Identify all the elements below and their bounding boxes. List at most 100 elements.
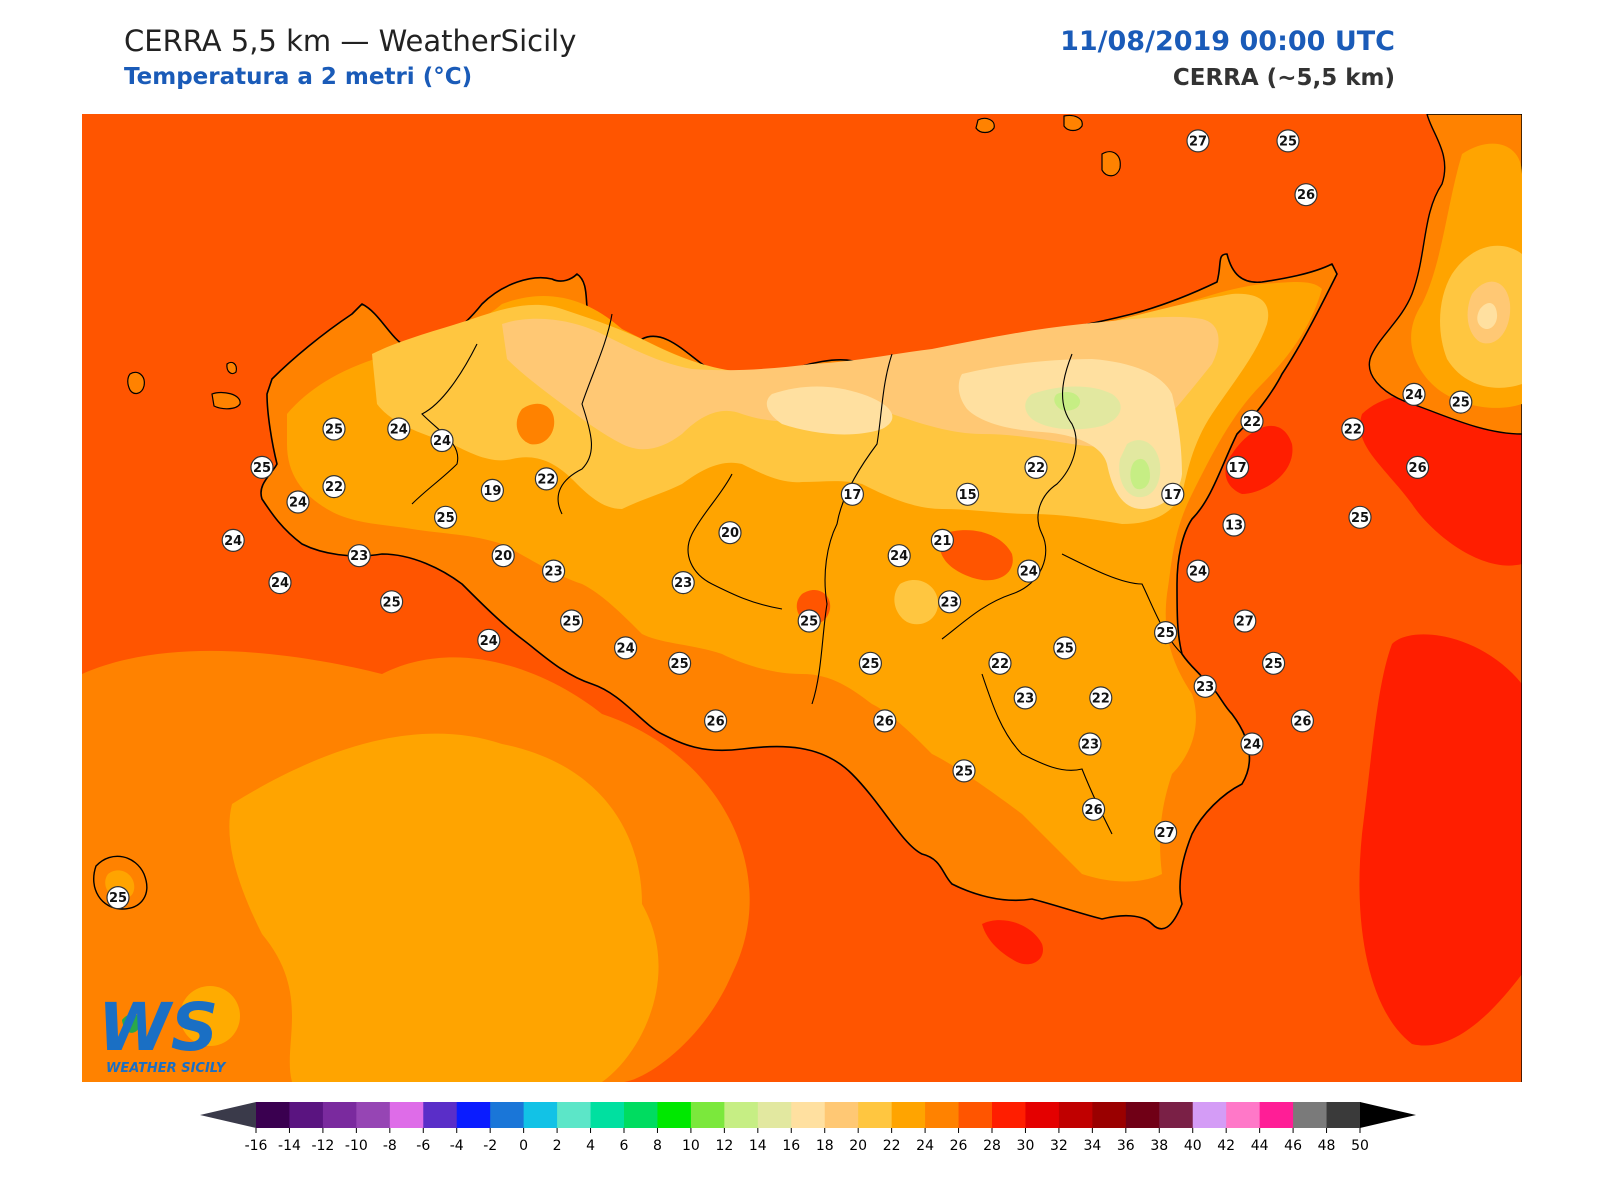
station-marker: 17 <box>1161 482 1185 506</box>
island-salina <box>1063 114 1083 132</box>
logo-leaf <box>122 1013 141 1033</box>
colorbar-cell <box>1159 1102 1194 1128</box>
colorbar-tick-label: 2 <box>553 1138 562 1154</box>
station-value: 17 <box>1229 461 1247 476</box>
colorbar-tick-label: 26 <box>950 1138 968 1154</box>
station-value: 24 <box>390 423 408 438</box>
station-value: 25 <box>1157 626 1175 641</box>
station-marker: 25 <box>952 759 976 783</box>
station-marker: 23 <box>671 571 695 595</box>
station-circle <box>221 528 245 552</box>
station-circle <box>534 467 558 491</box>
station-value: 23 <box>674 576 692 591</box>
station-value: 23 <box>1196 680 1214 695</box>
colorbar-cell <box>423 1102 458 1128</box>
station-marker: 25 <box>1348 505 1372 529</box>
station-value: 22 <box>325 480 343 495</box>
station-value: 27 <box>1157 826 1175 841</box>
station-marker: 24 <box>1186 559 1210 583</box>
colorbar-tick-label: 46 <box>1284 1138 1302 1154</box>
station-circle <box>1186 559 1210 583</box>
station-value: 21 <box>933 534 951 549</box>
station-marker: 23 <box>542 559 566 583</box>
station-circle <box>380 590 404 614</box>
colorbar-cell <box>389 1102 424 1128</box>
colorbar-tick-label: 48 <box>1318 1138 1336 1154</box>
station-value: 17 <box>1164 488 1182 503</box>
station-value: 24 <box>1189 565 1207 580</box>
colorbar-tick-label: 30 <box>1017 1138 1035 1154</box>
station-marker: 26 <box>873 709 897 733</box>
sicily-cool-pocket-centre <box>894 580 939 625</box>
colorbar-tick-label: 42 <box>1217 1138 1235 1154</box>
station-marker: 25 <box>250 455 274 479</box>
station-circle <box>1161 482 1185 506</box>
station-value: 25 <box>1452 396 1470 411</box>
colorbar-cell <box>1326 1102 1361 1128</box>
colorbar-cell <box>992 1102 1027 1128</box>
station-marker: 23 <box>937 590 962 614</box>
island-ustica <box>975 117 995 134</box>
station-value: 24 <box>271 576 289 591</box>
station-marker: 24 <box>286 490 310 514</box>
station-circle <box>930 528 955 552</box>
station-value: 22 <box>991 657 1009 672</box>
colorbar-cell <box>724 1102 759 1128</box>
station-marker: 25 <box>1261 651 1286 675</box>
valid-datetime: 11/08/2019 00:00 UTC <box>1060 26 1395 57</box>
colorbar-tick-label: 40 <box>1184 1138 1202 1154</box>
station-marker: 25 <box>667 651 692 675</box>
station-marker: 24 <box>477 628 501 652</box>
station-circle <box>937 590 962 614</box>
colorbar-cell <box>1092 1102 1127 1128</box>
station-circle <box>268 571 292 595</box>
colorbar-cell <box>256 1102 291 1128</box>
station-value: 24 <box>1405 388 1423 403</box>
station-value: 24 <box>617 641 635 656</box>
station-value: 23 <box>941 595 959 610</box>
model-label: CERRA (~5,5 km) <box>1172 65 1395 91</box>
station-marker: 24 <box>221 528 245 552</box>
colorbar-tick-label: 8 <box>653 1138 662 1154</box>
station-circle <box>718 521 742 545</box>
colorbar-tick-label: 22 <box>883 1138 901 1154</box>
station-marker: 22 <box>534 467 558 491</box>
station-markers: 27 25 26 25 24 24 25 22 24 19 22 22 22 24 25 26 22 17 17 15… <box>106 129 1473 910</box>
station-circle <box>347 544 371 568</box>
station-value: 17 <box>843 488 861 503</box>
colorbar-tick-label: 0 <box>519 1138 528 1154</box>
colorbar-cell <box>490 1102 525 1128</box>
station-marker: 20 <box>491 544 515 568</box>
station-marker: 20 <box>718 521 742 545</box>
station-circle <box>840 482 865 506</box>
logo-text: WEATHER SICILY <box>106 1061 227 1076</box>
station-marker: 19 <box>480 478 504 502</box>
station-marker: 23 <box>1078 732 1102 756</box>
station-circle <box>322 475 346 499</box>
sea-contour-22-west <box>229 733 659 1082</box>
station-circle <box>1222 513 1246 537</box>
station-circle <box>667 651 692 675</box>
colorbar-cell <box>958 1102 993 1128</box>
station-marker: 24 <box>887 544 911 568</box>
station-value: 15 <box>959 488 977 503</box>
station-marker: 25 <box>797 609 821 633</box>
station-value: 24 <box>890 549 908 564</box>
station-circle <box>480 478 504 502</box>
temperature-colorbar: -16 -14 -12 -10 -8 -6 -4 -2 0 2 4 6 8 10 12 14 16 18 20 22 2… <box>200 1102 1416 1154</box>
station-circle <box>430 428 454 453</box>
colorbar-cell <box>624 1102 659 1128</box>
station-marker: 25 <box>560 609 584 633</box>
station-value: 22 <box>1344 423 1362 438</box>
station-circle <box>1153 620 1178 645</box>
station-circle <box>477 628 501 652</box>
colorbar-tick-label: 4 <box>586 1138 595 1154</box>
station-marker: 25 <box>106 885 130 910</box>
colorbar-tick-label: -14 <box>278 1138 301 1154</box>
station-marker: 17 <box>1225 455 1250 479</box>
station-marker: 25 <box>380 590 404 614</box>
station-value: 23 <box>1016 691 1034 706</box>
station-marker: 24 <box>1017 559 1041 583</box>
station-marker: 26 <box>703 709 728 733</box>
station-value: 24 <box>289 496 307 511</box>
